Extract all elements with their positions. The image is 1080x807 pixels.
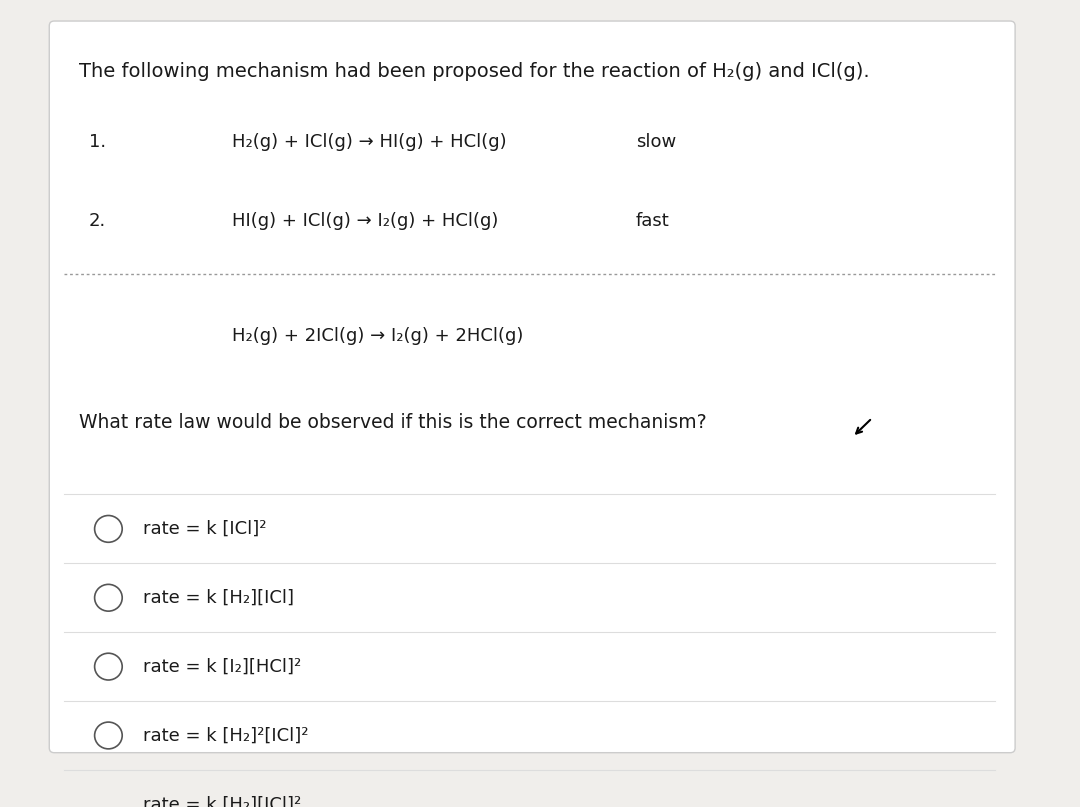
Text: H₂(g) + ICl(g) → HI(g) + HCl(g): H₂(g) + ICl(g) → HI(g) + HCl(g) (231, 133, 507, 151)
Text: slow: slow (636, 133, 676, 151)
Text: The following mechanism had been proposed for the reaction of H₂(g) and ICl(g).: The following mechanism had been propose… (79, 62, 869, 82)
Text: rate = k [H₂][ICl]: rate = k [H₂][ICl] (143, 589, 294, 607)
Text: What rate law would be observed if this is the correct mechanism?: What rate law would be observed if this … (79, 413, 706, 433)
FancyBboxPatch shape (50, 21, 1015, 753)
Text: fast: fast (636, 212, 670, 230)
Text: rate = k [I₂][HCl]²: rate = k [I₂][HCl]² (143, 658, 301, 675)
Text: rate = k [H₂][ICl]²: rate = k [H₂][ICl]² (143, 796, 301, 807)
Text: rate = k [ICl]²: rate = k [ICl]² (143, 520, 267, 538)
Text: HI(g) + ICl(g) → I₂(g) + HCl(g): HI(g) + ICl(g) → I₂(g) + HCl(g) (231, 212, 498, 230)
Text: rate = k [H₂]²[ICl]²: rate = k [H₂]²[ICl]² (143, 726, 309, 745)
Text: 1.: 1. (89, 133, 106, 151)
Text: H₂(g) + 2ICl(g) → I₂(g) + 2HCl(g): H₂(g) + 2ICl(g) → I₂(g) + 2HCl(g) (231, 327, 523, 345)
Text: 2.: 2. (89, 212, 106, 230)
